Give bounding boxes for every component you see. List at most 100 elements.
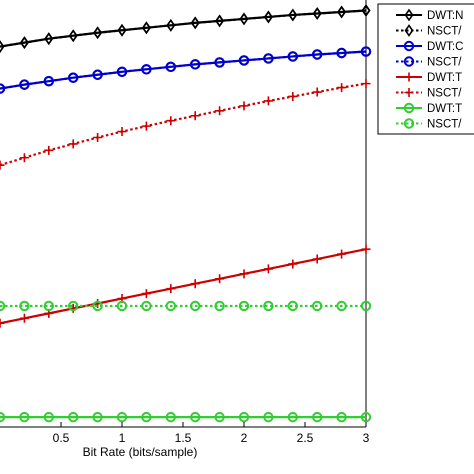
legend-item: NSCT/ <box>396 88 462 100</box>
series-point <box>214 411 225 423</box>
series-point <box>0 40 5 53</box>
legend-label: NSCT/ <box>427 57 462 69</box>
series-point <box>215 106 225 116</box>
series-point <box>141 300 152 312</box>
series-point <box>263 10 273 24</box>
x-tick-label: 2 <box>241 431 248 445</box>
series-point <box>190 300 201 312</box>
series-point <box>312 254 322 264</box>
legend-label: NSCT/ <box>427 119 462 131</box>
series-point <box>165 300 177 312</box>
series-point <box>117 23 127 37</box>
series-point <box>263 300 274 312</box>
series-6 <box>0 79 371 170</box>
legend-label: DWT:N <box>427 10 463 22</box>
series-point <box>263 96 273 106</box>
series-point <box>68 139 78 149</box>
series-point <box>404 8 414 22</box>
series-point <box>288 8 298 22</box>
series-point <box>68 29 78 43</box>
series-point <box>312 87 322 97</box>
series-line <box>0 82 367 167</box>
series-8 <box>0 300 372 312</box>
series-point <box>239 12 249 26</box>
series-4 <box>0 46 372 94</box>
series-point <box>239 101 249 111</box>
series-point <box>141 64 152 75</box>
legend-label: DWT:T <box>427 72 462 84</box>
series-point <box>43 411 54 423</box>
series-point <box>312 7 322 20</box>
series-line <box>0 9 367 48</box>
legend-item: DWT:C <box>396 40 463 53</box>
legend-item: DWT:T <box>396 72 462 84</box>
series-point <box>215 14 225 28</box>
series-point <box>190 279 200 289</box>
series-point <box>238 411 250 423</box>
series-point <box>238 300 250 312</box>
series-point <box>141 21 151 35</box>
series-point <box>165 411 177 423</box>
legend: DWT:N NSCT/DWT:C NSCT/DWT:T NSCT/DWT:T NSCT/ <box>377 3 474 135</box>
series-point <box>404 88 414 97</box>
series-line <box>0 9 367 48</box>
series-point <box>263 53 274 64</box>
series-point <box>361 79 371 89</box>
series-point <box>165 61 177 73</box>
series-7 <box>0 411 372 423</box>
series-point <box>360 46 372 57</box>
series-point <box>336 47 347 59</box>
series-point <box>68 411 79 423</box>
series-point <box>190 411 201 423</box>
series-point <box>0 300 6 312</box>
series-point <box>287 411 298 423</box>
series-point <box>404 24 414 37</box>
series-point <box>68 300 79 312</box>
legend-item: DWT:N <box>396 8 463 22</box>
series-point <box>214 57 225 68</box>
series-point <box>403 102 415 114</box>
legend-item: NSCT/ <box>396 24 462 38</box>
series-point <box>19 313 29 323</box>
x-tick-label: 0.5 <box>53 431 70 445</box>
series-point <box>116 411 128 423</box>
series-point <box>337 5 347 19</box>
legend-item: NSCT/ <box>396 118 462 131</box>
series-point <box>238 55 250 66</box>
series-point <box>19 153 29 163</box>
plot-axes <box>0 0 367 428</box>
legend-label: NSCT/ <box>427 88 462 100</box>
series-point <box>337 249 347 259</box>
series-point <box>337 83 347 93</box>
series-point <box>336 411 347 423</box>
series-point <box>92 300 103 312</box>
series-point <box>141 121 151 131</box>
x-axis-ticks: 0.5 1 1.5 2 2.5 3 <box>53 422 370 445</box>
series-point <box>287 300 298 312</box>
series-point <box>166 116 176 126</box>
series-point <box>263 411 274 423</box>
series-point <box>93 132 103 142</box>
series-point <box>19 411 30 423</box>
series-point <box>0 83 6 94</box>
legend-box <box>377 3 474 135</box>
series-point <box>360 411 372 423</box>
series-point <box>141 289 151 299</box>
series-point <box>44 32 54 46</box>
series-point <box>166 284 176 294</box>
series-point <box>19 36 29 50</box>
series-point <box>287 51 298 62</box>
series-point <box>0 160 5 170</box>
series-point <box>190 16 200 30</box>
series-point <box>19 79 30 90</box>
series-point <box>19 300 30 312</box>
series-point <box>288 91 298 101</box>
x-tick-label: 1.5 <box>175 431 192 445</box>
series-point <box>0 318 5 328</box>
series-point <box>190 59 201 70</box>
series-point <box>312 49 323 60</box>
series-5 <box>0 244 371 328</box>
x-tick-label: 1 <box>119 431 126 445</box>
series-point <box>215 274 225 284</box>
